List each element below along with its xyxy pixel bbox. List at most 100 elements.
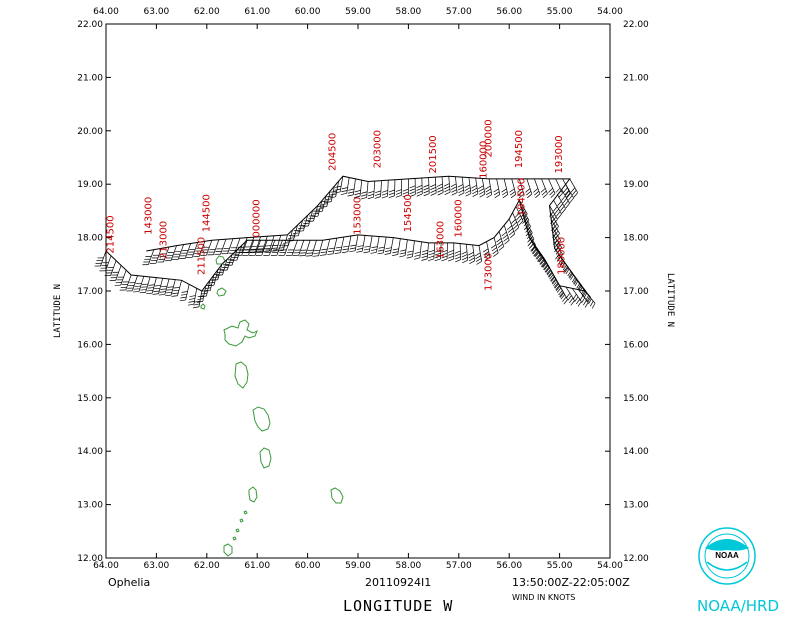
- wind-barb-flag: [348, 188, 355, 191]
- lat-tick-label-left: 12.00: [77, 554, 103, 564]
- lon-tick-label-top: 56.00: [496, 7, 522, 17]
- observation-time-label: 180000: [557, 237, 568, 275]
- wind-barb-flag: [535, 254, 540, 260]
- wind-barb-flag: [576, 282, 581, 289]
- wind-barb-flag: [540, 188, 546, 193]
- wind-barb-flag: [549, 211, 554, 217]
- wind-barb-flag: [464, 187, 471, 191]
- wind-barb-flag: [341, 251, 348, 254]
- wind-barb-flag: [455, 259, 461, 263]
- wind-barb-flag: [409, 191, 416, 195]
- wind-barb-flag: [537, 256, 542, 262]
- wind-barb-flag: [541, 190, 547, 196]
- wind-barb-flag: [506, 225, 512, 231]
- wind-barb-flag: [520, 208, 525, 214]
- wind-barb-flag: [194, 300, 201, 303]
- wind-barb-flag: [282, 245, 289, 247]
- wind-barb-flag: [550, 193, 556, 198]
- wind-barb-flag: [578, 285, 582, 291]
- wind-barb-flag: [193, 303, 200, 306]
- wind-barb-flag: [568, 195, 573, 201]
- wind-barb-flag: [565, 192, 571, 198]
- lon-tick-label-top: 59.00: [345, 7, 371, 17]
- wind-barb-flag: [450, 186, 457, 190]
- wind-barb-flag: [465, 193, 472, 197]
- wind-barb-flag: [402, 194, 409, 198]
- wind-barb-flag: [573, 192, 578, 198]
- wind-barb-flag: [558, 258, 563, 265]
- wind-barb-flag: [517, 188, 523, 193]
- lon-tick-label-bottom: 56.00: [496, 561, 522, 571]
- wind-barb-flag: [400, 249, 407, 252]
- wind-barb-flag: [377, 252, 384, 255]
- wind-barb-flag: [381, 192, 388, 196]
- wind-barb-flag: [421, 252, 428, 256]
- wind-barb-flag: [413, 257, 420, 260]
- wind-barb-flag: [388, 195, 395, 199]
- wind-barb-staff: [115, 265, 122, 281]
- wind-barb-flag: [560, 294, 565, 300]
- observation-time-label: 163000: [436, 221, 447, 259]
- lon-tick-label-bottom: 61.00: [244, 561, 270, 571]
- wind-barb-flag: [434, 252, 441, 256]
- wind-barb-flag: [458, 189, 464, 194]
- wind-barb-flag: [538, 257, 544, 263]
- wind-barb-flag: [548, 272, 553, 278]
- wind-barb-flag: [430, 184, 436, 188]
- observation-time-label: 143000: [143, 197, 154, 235]
- wind-barb-flag: [327, 253, 334, 255]
- observation-time-label: 213000: [159, 221, 170, 259]
- island-st-lucia: [259, 447, 272, 469]
- wind-barb-flag: [557, 201, 562, 207]
- wind-barb-staff: [387, 180, 389, 197]
- wind-barb-flag: [406, 253, 413, 256]
- wind-barb-flag: [553, 206, 558, 212]
- wind-barb-flag: [457, 184, 464, 188]
- wind-barb-flag: [565, 292, 571, 299]
- wind-barb-flag: [384, 253, 391, 255]
- wind-barb-flag: [540, 261, 546, 268]
- wind-barb-flag: [158, 294, 165, 296]
- wind-barb-staff: [227, 238, 234, 254]
- lon-tick-label-bottom: 59.00: [345, 561, 371, 571]
- wind-barb-flag: [503, 237, 509, 242]
- wind-barb-staff: [170, 245, 177, 261]
- wind-barb-flag: [518, 220, 524, 226]
- lon-tick-label-bottom: 54.00: [597, 561, 623, 571]
- wind-barb-flag: [571, 276, 576, 283]
- wind-barb-flag: [434, 255, 441, 259]
- wind-barb-flag: [335, 246, 342, 249]
- wind-barb-flag: [293, 232, 300, 234]
- wind-barb-flag: [531, 246, 536, 252]
- lat-tick-label-right: 12.00: [623, 554, 649, 564]
- wind-barb-flag: [325, 201, 332, 203]
- y-axis-title-left: LATITUDE N: [53, 284, 63, 338]
- wind-barb-flag: [568, 272, 573, 278]
- wind-barb-flag: [193, 306, 200, 309]
- wind-barb-flag: [550, 214, 555, 220]
- wind-barb-flag: [565, 203, 570, 209]
- wind-barb-flag: [484, 185, 491, 190]
- wind-barb-flag: [510, 194, 517, 199]
- island-grenadines: [232, 510, 248, 541]
- wind-barb-staff: [498, 231, 505, 247]
- wind-barb-flag: [531, 248, 537, 254]
- wind-barb-flag: [356, 248, 363, 250]
- wind-barb-flag: [544, 267, 549, 273]
- wind-barb-flag: [385, 247, 392, 250]
- wind-barb-flag: [507, 228, 513, 233]
- wind-barb-flag: [165, 294, 172, 297]
- lon-tick-label-bottom: 58.00: [396, 561, 422, 571]
- wind-barb-flag: [580, 288, 585, 295]
- wind-barb-flag: [171, 295, 178, 297]
- wind-barb-flag: [555, 285, 561, 292]
- wind-barb-flag: [395, 192, 402, 195]
- wind-barb-staff: [534, 178, 541, 195]
- wind-barb-flag: [454, 256, 461, 260]
- wind-barb-flag: [302, 225, 309, 227]
- wind-barb-flag: [297, 230, 304, 232]
- wind-barb-flag: [557, 247, 562, 253]
- lon-tick-label-top: 54.00: [597, 7, 623, 17]
- wind-barb-flag: [554, 283, 559, 289]
- wind-barb-flag: [335, 249, 342, 252]
